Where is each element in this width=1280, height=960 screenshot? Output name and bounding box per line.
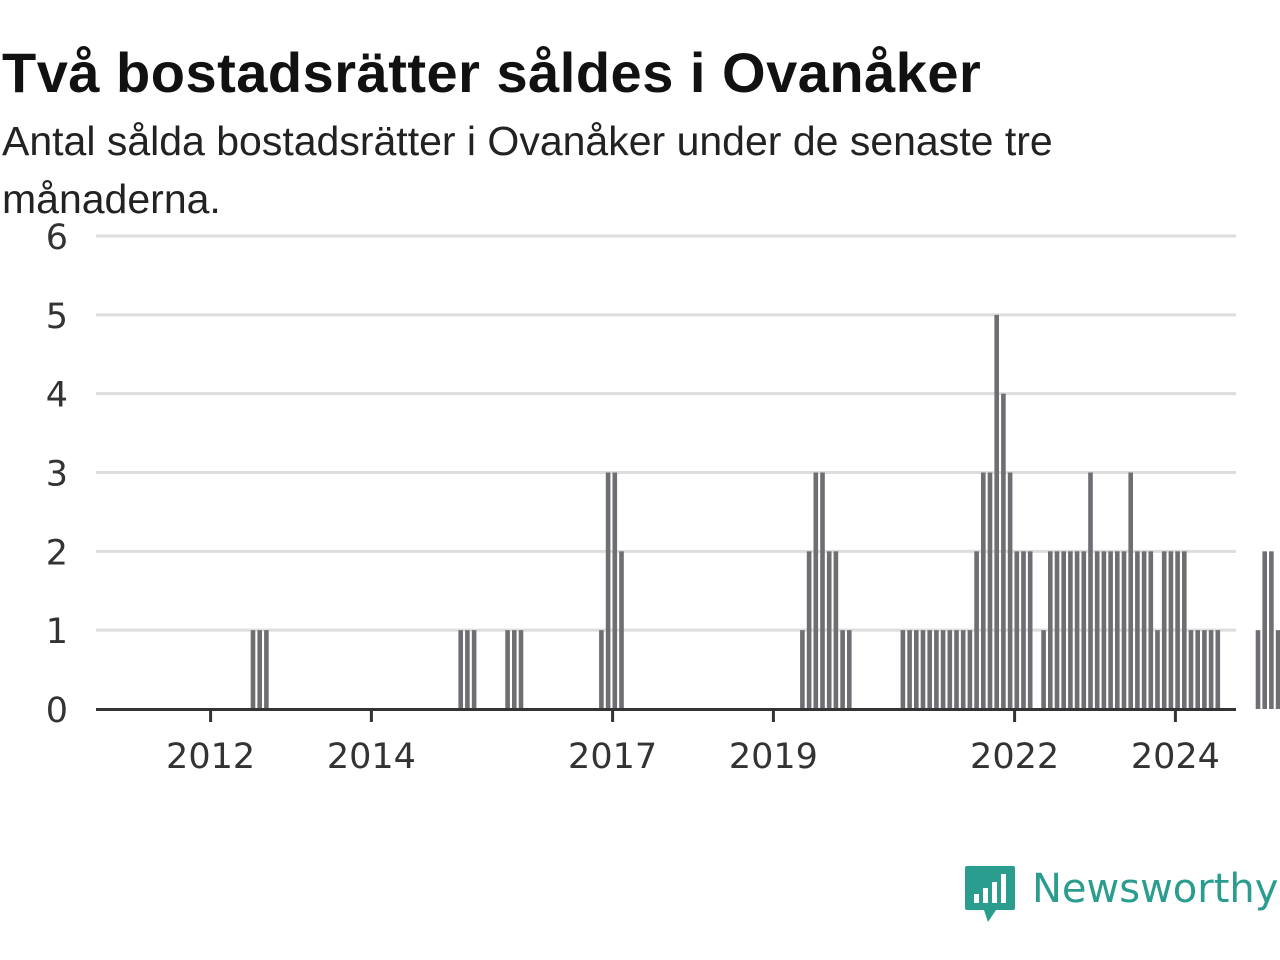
bar [1215, 630, 1221, 709]
newsworthy-brand[interactable]: Newsworthy [964, 862, 1278, 926]
bar [1115, 551, 1120, 709]
bar [826, 551, 832, 709]
bar [1161, 551, 1167, 709]
bar [465, 630, 470, 709]
bar [257, 630, 262, 709]
x-tick-label: 2014 [327, 737, 416, 777]
bar [967, 630, 973, 709]
bar [1001, 393, 1006, 709]
y-tick-label: 0 [46, 691, 68, 731]
bar [960, 630, 966, 709]
bar [1208, 630, 1214, 709]
x-axis-ticks: 2012 2014 2017 2019 2022 2024 [166, 709, 1220, 777]
x-tick-label: 2024 [1131, 737, 1220, 777]
bar [1155, 630, 1160, 709]
gridlines [96, 234, 1236, 632]
bar [954, 630, 959, 709]
bar [940, 630, 946, 709]
bar [840, 630, 845, 709]
bar [847, 630, 852, 709]
y-tick-label: 1 [46, 612, 68, 652]
bar [1041, 630, 1046, 709]
y-tick-label: 6 [46, 218, 68, 258]
bar [927, 630, 932, 709]
bar [987, 472, 993, 709]
x-tick-label: 2017 [568, 737, 657, 777]
bar [1255, 630, 1261, 709]
bar [1195, 630, 1200, 709]
bar [1027, 551, 1033, 709]
y-axis-ticks: 0 1 2 3 4 5 6 [46, 218, 68, 731]
bar [1094, 551, 1100, 709]
bar [900, 630, 906, 709]
bar [1108, 551, 1113, 709]
bar [1168, 551, 1174, 709]
chart-subtitle: Antal sålda bostadsrätter i Ovanåker und… [2, 118, 1053, 222]
bar [981, 472, 986, 709]
bar [1074, 551, 1080, 709]
bar [1081, 551, 1087, 709]
bar [833, 551, 839, 709]
bar [920, 630, 926, 709]
bar [974, 551, 979, 709]
bar [250, 630, 256, 709]
bar [1141, 551, 1147, 709]
bar [505, 630, 510, 709]
brand-name: Newsworthy [1032, 866, 1279, 912]
bar [264, 630, 269, 709]
bar [914, 630, 919, 709]
bar [1068, 551, 1073, 709]
bar [1021, 551, 1026, 709]
bar [1269, 551, 1274, 709]
chart-title: Två bostadsrätter såldes i Ovanåker [2, 41, 982, 104]
bar [1182, 551, 1187, 709]
bar [599, 630, 604, 709]
bar [605, 472, 611, 709]
bar [1188, 630, 1194, 709]
bar [471, 630, 477, 709]
bar [1148, 551, 1154, 709]
bar [512, 630, 517, 709]
x-tick-label: 2012 [166, 737, 255, 777]
bar [458, 630, 463, 709]
newsworthy-logo-icon [965, 866, 1015, 922]
bar [1014, 551, 1020, 709]
y-tick-label: 2 [46, 533, 68, 573]
bar [1262, 551, 1267, 709]
bar [994, 314, 999, 709]
bars [250, 314, 1280, 709]
bar [1048, 551, 1053, 709]
bar [1121, 551, 1127, 709]
y-tick-label: 3 [46, 455, 68, 495]
bar [806, 551, 812, 709]
bar [1275, 630, 1280, 709]
bar [1061, 551, 1066, 709]
bar [1135, 551, 1140, 709]
bar [1175, 551, 1180, 709]
y-tick-label: 4 [46, 376, 68, 416]
bar [800, 630, 805, 709]
bar [1202, 630, 1207, 709]
bar [947, 630, 953, 709]
bar [820, 472, 825, 709]
bar [619, 551, 624, 709]
bar [612, 472, 618, 709]
bar [1088, 472, 1093, 709]
bar [813, 472, 819, 709]
bar [907, 630, 912, 709]
x-tick-label: 2019 [729, 737, 818, 777]
bar [1054, 551, 1060, 709]
bar [518, 630, 524, 709]
bar [1101, 551, 1107, 709]
bar-chart: 0 1 2 3 4 5 6 2012 2014 2017 2019 2022 2024 2 [46, 218, 1280, 777]
x-tick-label: 2022 [970, 737, 1059, 777]
y-tick-label: 5 [46, 297, 68, 337]
bar [1007, 472, 1013, 709]
bar [934, 630, 939, 709]
bar [1128, 472, 1133, 709]
